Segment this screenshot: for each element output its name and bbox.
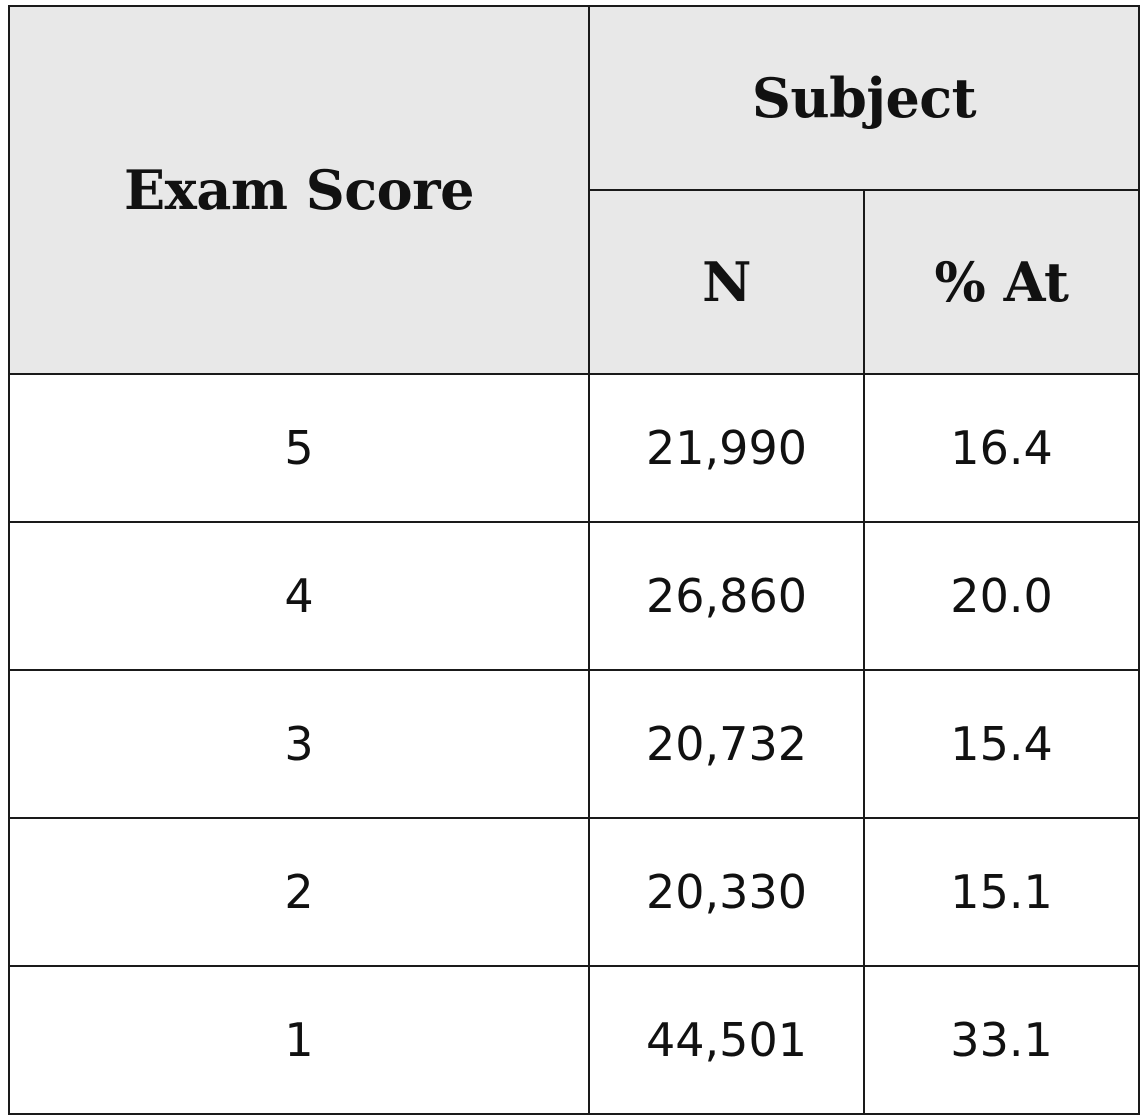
- percent-cell: 20.0: [862, 521, 1141, 671]
- n-cell: 26,860: [588, 521, 865, 671]
- table-row: 1 44,501 33.1: [8, 965, 1141, 1115]
- percent-cell: 16.4: [862, 373, 1141, 523]
- score-cell: 5: [8, 373, 590, 523]
- table-row: 5 21,990 16.4: [8, 373, 1141, 523]
- percent-cell: 15.1: [862, 817, 1141, 967]
- n-cell: 20,330: [588, 817, 865, 967]
- header-row-group: Exam Score Subject: [8, 5, 1141, 375]
- table-row: 3 20,732 15.4: [8, 669, 1141, 819]
- table-body: 5 21,990 16.4 4 26,860 20.0 3 20,732 15.…: [8, 373, 1141, 1115]
- header-row-columns: N % At: [9, 189, 1141, 375]
- n-cell: 21,990: [588, 373, 865, 523]
- n-cell: 44,501: [588, 965, 865, 1115]
- percent-at-column-header: % At: [862, 189, 1141, 375]
- subject-group-header: Subject: [587, 5, 1141, 191]
- table-header: Exam Score Subject N % At: [8, 5, 1141, 375]
- score-cell: 3: [8, 669, 590, 819]
- score-cell: 4: [8, 521, 590, 671]
- exam-score-table: Exam Score Subject N % At 5 21,990 16.4 …: [8, 5, 1141, 1115]
- n-cell: 20,732: [588, 669, 865, 819]
- exam-score-header: Exam Score: [8, 5, 590, 375]
- table-row: 4 26,860 20.0: [8, 521, 1141, 671]
- percent-cell: 15.4: [862, 669, 1141, 819]
- table-row: 2 20,330 15.1: [8, 817, 1141, 967]
- score-cell: 1: [8, 965, 590, 1115]
- percent-cell: 33.1: [862, 965, 1141, 1115]
- n-column-header: N: [588, 189, 865, 375]
- score-cell: 2: [8, 817, 590, 967]
